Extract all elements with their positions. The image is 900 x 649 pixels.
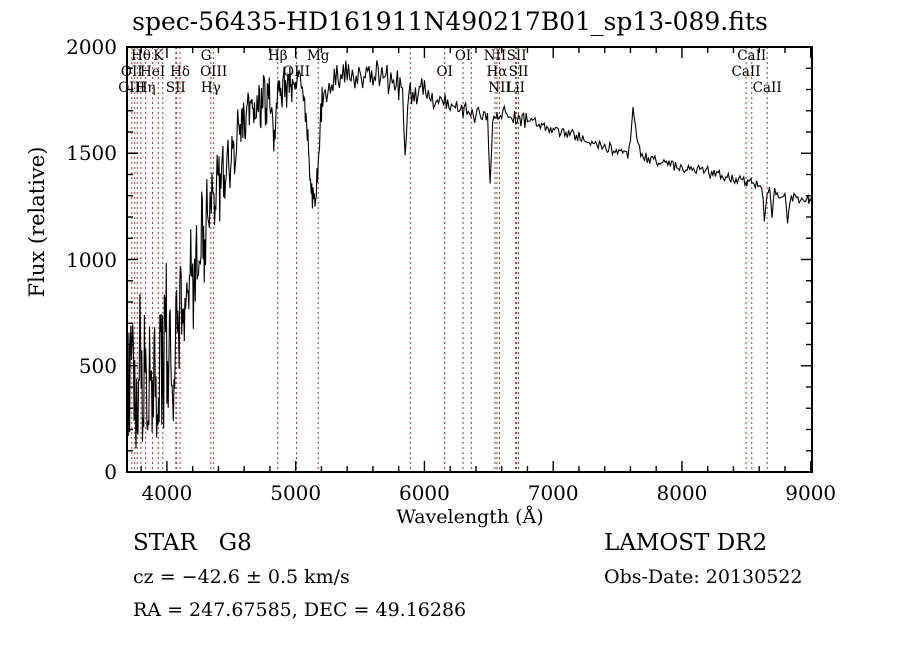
xtick-label-5000: 5000 bbox=[270, 481, 322, 505]
y-axis-label: Flux (relative) bbox=[25, 146, 49, 298]
spectral-line-label: CaII bbox=[731, 64, 761, 80]
spectrum-line bbox=[126, 60, 812, 449]
xtick-label-8000: 8000 bbox=[656, 481, 708, 505]
ytick-label-2000: 2000 bbox=[66, 35, 117, 59]
ytick-label-0: 0 bbox=[104, 460, 117, 484]
spectral-class: G8 bbox=[218, 530, 252, 556]
spectral-line-label: NII bbox=[488, 80, 511, 96]
spectral-line-label: OII bbox=[120, 64, 143, 80]
spectral-line-label: Hθ bbox=[130, 48, 151, 64]
footer-left-column: STAR G8 cz = −42.6 ± 0.5 km/s RA = 247.6… bbox=[133, 530, 466, 632]
spectral-line-label: CaII bbox=[737, 48, 767, 64]
axis-ticks bbox=[127, 46, 812, 473]
page-title: spec-56435-HD161911N490217B01_sp13-089.f… bbox=[132, 7, 768, 36]
spectral-line-label: OI bbox=[436, 64, 453, 80]
object-type: STAR bbox=[133, 530, 197, 556]
xtick-label-7000: 7000 bbox=[527, 481, 579, 505]
survey-name: LAMOST DR2 bbox=[604, 530, 768, 556]
spectral-line-label: Hγ bbox=[200, 80, 221, 96]
spectral-line-label: SII bbox=[165, 80, 186, 96]
plot-area: 0 500 1000 1500 2000 4000 5000 6000 7000 8000 900… bbox=[25, 35, 837, 528]
spectral-line-label: HeI bbox=[140, 64, 166, 80]
axis-frame bbox=[126, 46, 813, 473]
spectral-line-label: Hα bbox=[486, 64, 508, 80]
observation-date: Obs-Date: 20130522 bbox=[604, 566, 803, 588]
xtick-label-6000: 6000 bbox=[398, 481, 450, 505]
spectral-line-label: G bbox=[200, 48, 212, 64]
spectral-line-label: Hη bbox=[135, 80, 156, 96]
spectrum-trace bbox=[126, 60, 812, 449]
spectral-line-label: Hδ bbox=[170, 64, 190, 80]
spectral-line-label: SII bbox=[508, 64, 529, 80]
spectral-line-label: LiI bbox=[506, 80, 525, 96]
spectral-line-label: Mg bbox=[306, 48, 330, 64]
spectral-line-label: OIII bbox=[118, 80, 146, 96]
ytick-label-500: 500 bbox=[78, 353, 117, 378]
object-classification: STAR G8 bbox=[133, 530, 466, 556]
redshift-velocity: cz = −42.6 ± 0.5 km/s bbox=[133, 566, 350, 588]
spectral-line-label: K bbox=[153, 48, 164, 64]
xtick-label-4000: 4000 bbox=[141, 481, 193, 505]
plot-svg bbox=[126, 46, 813, 473]
spectral-line-label: NII bbox=[483, 48, 507, 64]
plot-frame bbox=[126, 46, 813, 473]
spectral-line-label: OI bbox=[454, 48, 472, 64]
spectral-line-label: CaII bbox=[752, 80, 782, 96]
footer-right-column: LAMOST DR2 Obs-Date: 20130522 bbox=[604, 530, 803, 599]
footer-metadata: STAR G8 cz = −42.6 ± 0.5 km/s RA = 247.6… bbox=[0, 530, 900, 649]
spectral-line-label: OIII bbox=[200, 64, 228, 80]
spectral-line-label: OIII bbox=[283, 64, 311, 80]
marker-lines bbox=[131, 47, 768, 472]
ytick-label-1500: 1500 bbox=[66, 141, 117, 166]
coordinates: RA = 247.67585, DEC = 49.16286 bbox=[133, 599, 467, 621]
ytick-label-1000: 1000 bbox=[66, 247, 117, 272]
xtick-label-9000: 9000 bbox=[785, 481, 837, 505]
spectral-line-label: SII bbox=[506, 48, 527, 64]
x-axis-label: Wavelength (Å) bbox=[396, 506, 544, 528]
spectral-line-label: Hβ bbox=[267, 48, 288, 64]
